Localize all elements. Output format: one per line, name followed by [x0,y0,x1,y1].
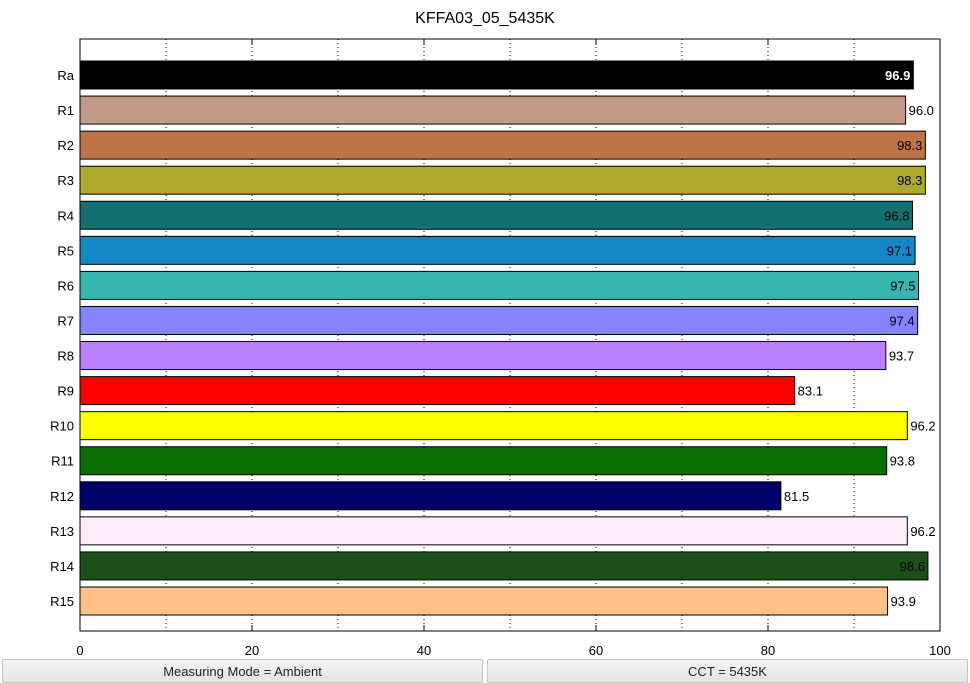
bar-r10 [79,411,908,441]
category-label-r6: R6 [57,278,74,293]
value-label-r2: 98.3 [897,138,922,153]
measuring-mode-status: Measuring Mode = Ambient [2,659,483,683]
value-label-r11: 93.8 [890,454,915,469]
category-label-r11: R11 [51,454,74,469]
value-label-r12: 81.5 [784,489,809,504]
x-tick-label: 100 [929,643,951,658]
plot-area: Ra 96.9 R1 96.0 R2 98.3 R3 98.3 R4 96.8 R5 97.1 R6 97… [50,38,951,658]
bar-r1 [79,95,907,125]
category-label-r7: R7 [57,313,74,328]
bar-r7 [79,305,919,335]
category-label-r5: R5 [57,243,74,258]
value-label-r3: 98.3 [897,173,922,188]
status-bar: Measuring Mode = Ambient CCT = 5435K [0,659,970,683]
category-label-r10: R10 [50,419,74,434]
x-tick-label: 60 [589,643,603,658]
cct-status: CCT = 5435K [487,659,968,683]
bar-r15 [79,586,889,616]
category-label-r3: R3 [57,173,74,188]
value-label-r13: 96.2 [910,524,935,539]
bar-r12 [79,481,782,511]
value-label-ra: 96.9 [885,68,910,83]
bar-ra [79,60,914,90]
category-label-r4: R4 [57,208,74,223]
category-label-r9: R9 [57,384,74,399]
cri-bar-chart: KFFA03_05_5435K Ra 96.9 R1 96.0 R2 98.3 R3 98.3… [50,10,951,658]
chart-title: KFFA03_05_5435K [415,10,555,27]
bar-r5 [79,235,916,265]
category-label-r8: R8 [57,349,74,364]
value-label-r7: 97.4 [889,313,914,328]
category-label-r15: R15 [50,594,74,609]
bar-r9 [79,376,796,406]
value-label-r10: 96.2 [910,419,935,434]
value-label-r8: 93.7 [889,349,914,364]
x-tick-label: 20 [245,643,259,658]
x-tick-label: 40 [417,643,431,658]
bar-r4 [79,200,913,230]
bar-r3 [79,165,926,195]
category-label-r1: R1 [57,103,74,118]
bar-r11 [79,446,888,476]
value-label-r5: 97.1 [887,243,912,258]
value-label-r6: 97.5 [890,278,915,293]
category-label-r14: R14 [50,559,74,574]
category-label-r2: R2 [57,138,74,153]
category-label-ra: Ra [57,68,74,83]
x-tick-label: 80 [761,643,775,658]
bar-r14 [79,551,929,581]
bar-r8 [79,341,887,371]
value-label-r9: 83.1 [798,384,823,399]
bar-r2 [79,130,926,160]
category-label-r13: R13 [50,524,74,539]
value-label-r4: 96.8 [884,208,909,223]
plot-frame [79,38,941,632]
value-label-r1: 96.0 [909,103,934,118]
category-label-r12: R12 [50,489,74,504]
x-tick-label: 0 [76,643,83,658]
value-label-r15: 93.9 [891,594,916,609]
bar-r6 [79,270,919,300]
bar-r13 [79,516,908,546]
value-label-r14: 98.6 [900,559,925,574]
